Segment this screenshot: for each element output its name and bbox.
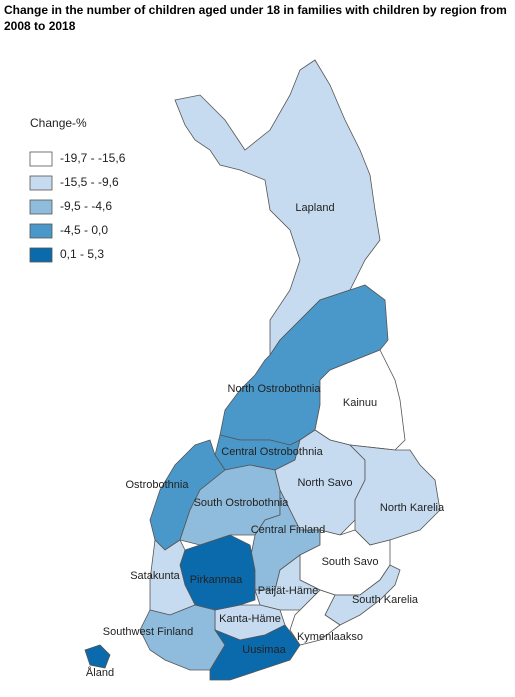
region-label: Ostrobothnia — [126, 479, 190, 491]
region-label: Päijät-Häme — [258, 585, 319, 597]
region-label: North Karelia — [380, 502, 445, 514]
region-label: Lapland — [295, 202, 334, 214]
region — [209, 624, 301, 681]
legend-swatch — [29, 175, 53, 191]
region-label: Southwest Finland — [103, 626, 194, 638]
legend-label: -4,5 - 0,0 — [60, 223, 108, 237]
legend-swatch — [29, 223, 53, 239]
legend-swatch — [29, 199, 53, 215]
legend-label: 0,1 - 5,3 — [60, 247, 104, 261]
region — [84, 644, 111, 669]
region — [348, 444, 441, 546]
region-label: Satakunta — [130, 570, 180, 582]
region-label: Central Finland — [251, 524, 326, 536]
region-label: Pirkanmaa — [190, 574, 243, 586]
region — [274, 429, 366, 536]
legend-label: -9,5 - -4,6 — [60, 199, 112, 213]
region — [149, 539, 196, 616]
region-label: South Karelia — [352, 594, 419, 606]
legend-label: -15,5 - -9,6 — [60, 175, 119, 189]
region — [289, 589, 341, 646]
legend-title: Change-% — [30, 116, 87, 130]
region-label: Kainuu — [343, 397, 377, 409]
region-label: Kanta-Häme — [219, 613, 281, 625]
region-label: North Ostrobothnia — [228, 383, 322, 395]
region-label: North Savo — [297, 477, 352, 489]
legend-swatch — [29, 247, 53, 263]
region-label: South Savo — [322, 556, 379, 568]
legend-swatch — [29, 151, 53, 167]
region-label: Central Ostrobothnia — [221, 446, 323, 458]
region-label: South Ostrobothnia — [194, 497, 290, 509]
region-label: Kymenlaakso — [297, 631, 363, 643]
legend-label: -19,7 - -15,6 — [60, 151, 126, 165]
map-title: Change in the number of children aged un… — [4, 3, 507, 33]
region-label: Åland — [86, 666, 114, 679]
region-label: Uusimaa — [242, 644, 286, 656]
